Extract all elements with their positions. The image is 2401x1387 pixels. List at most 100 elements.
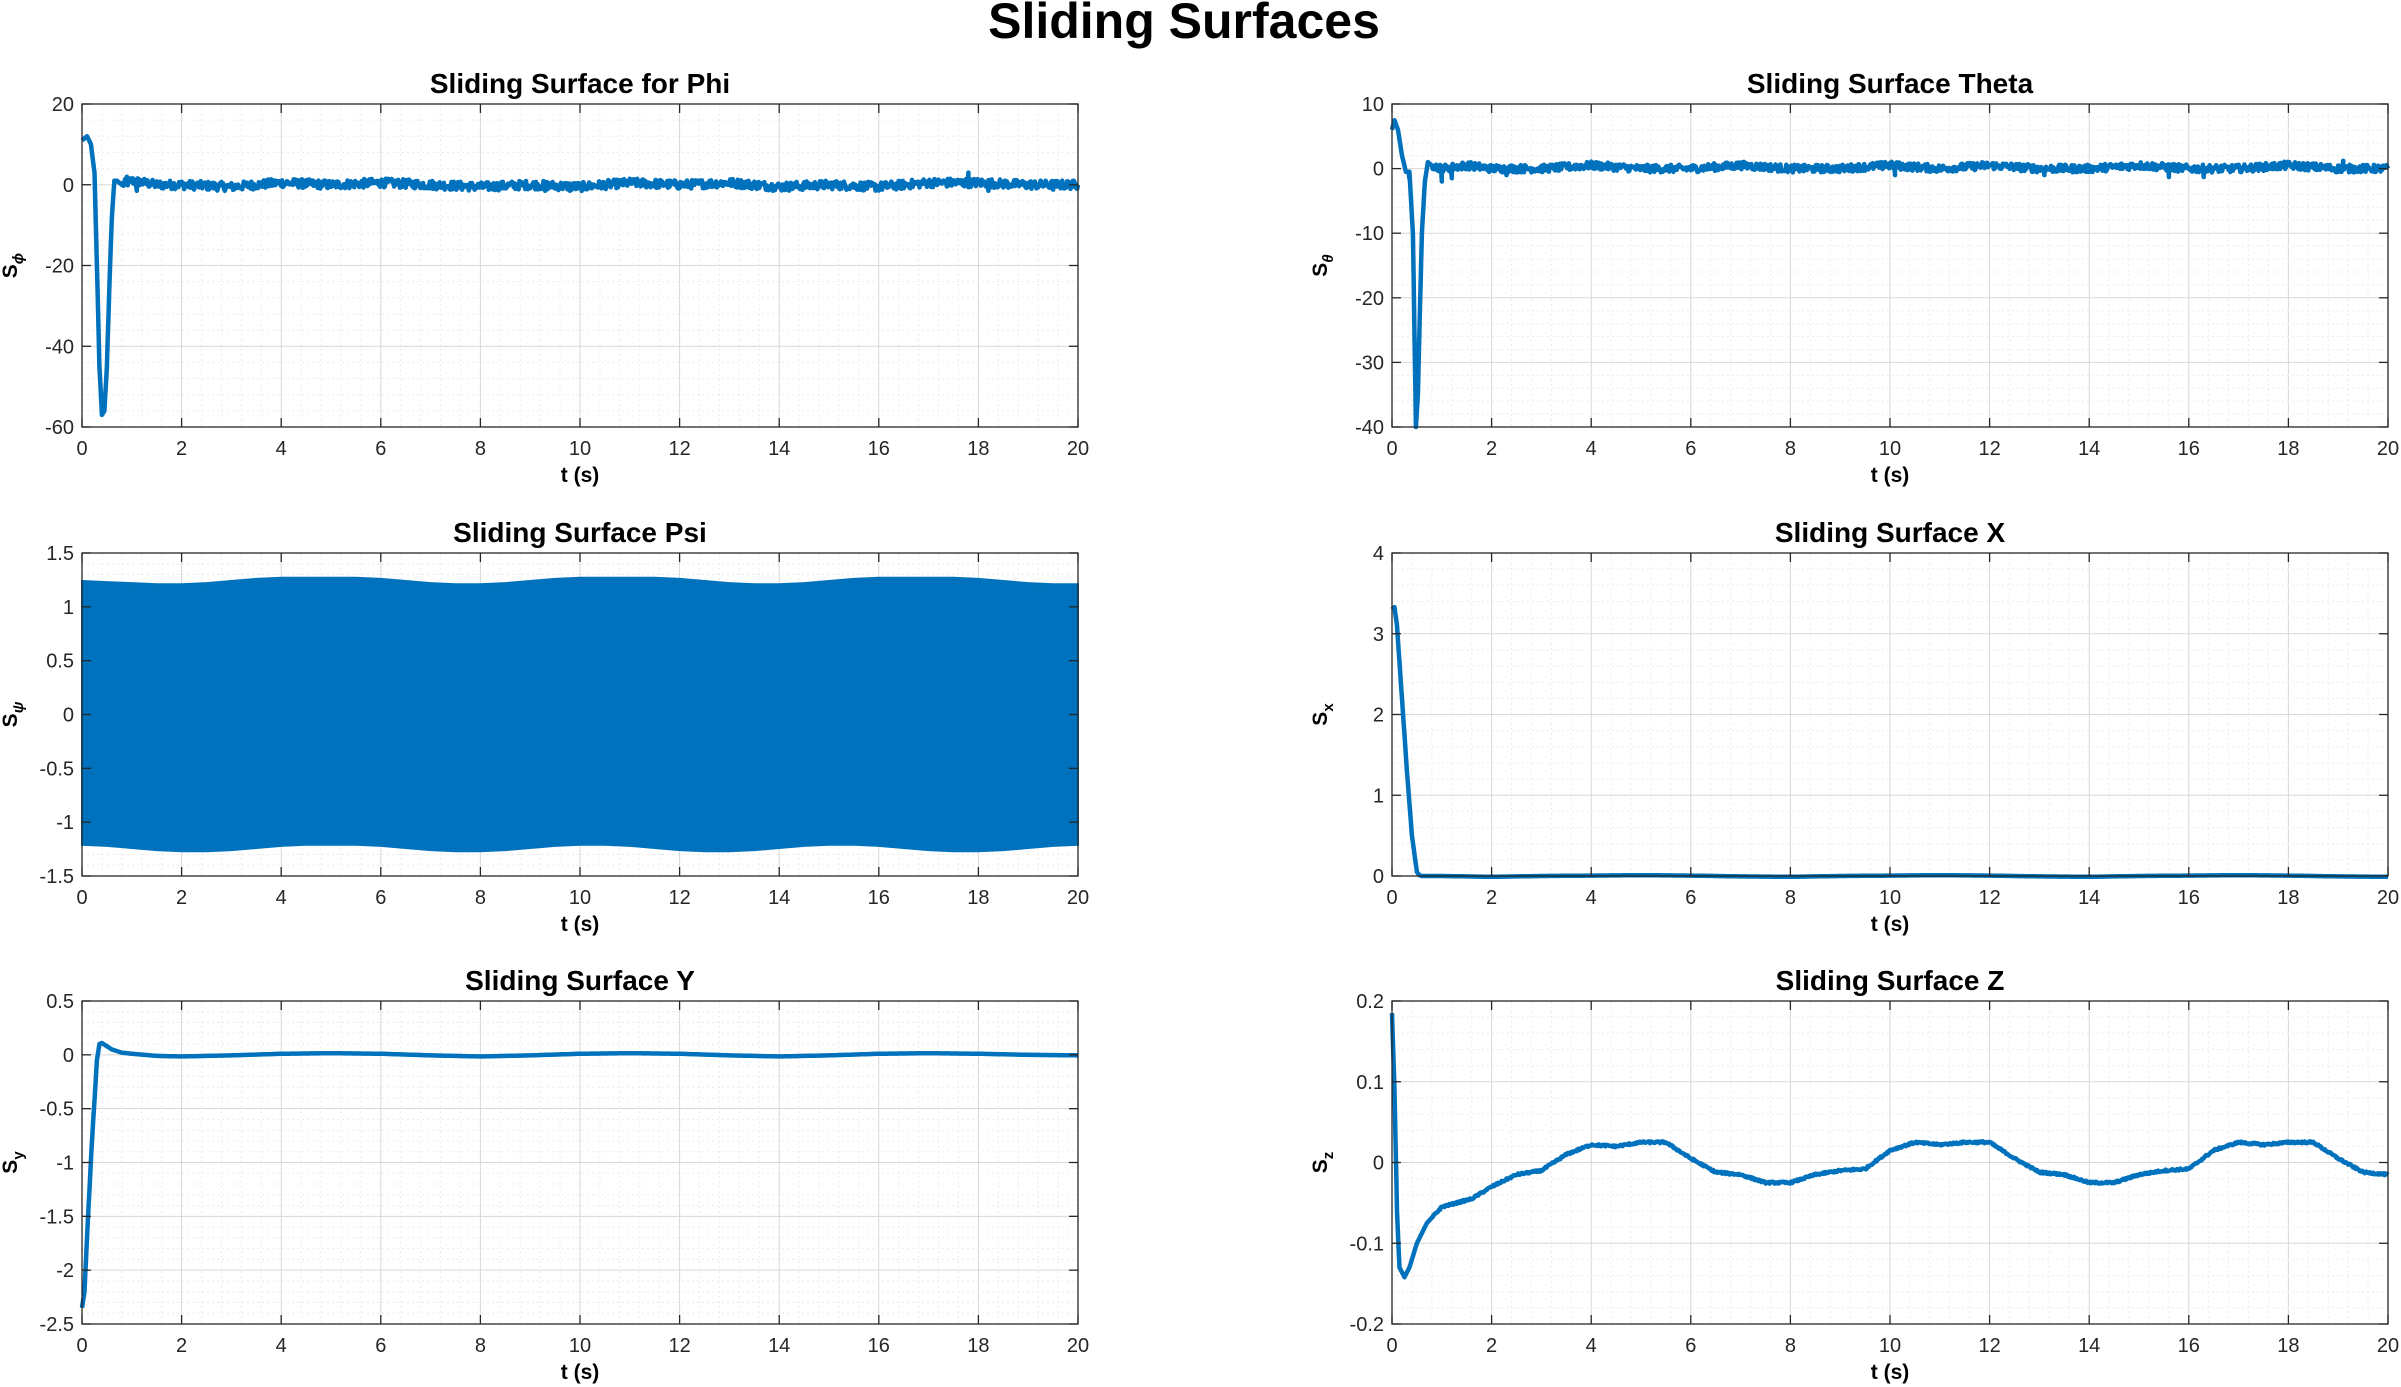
x-tick-label: 16 <box>868 1335 890 1357</box>
x-tick-label: 2 <box>1486 438 1497 460</box>
x-tick-label: 8 <box>475 438 486 460</box>
x-tick-label: 12 <box>668 1335 690 1357</box>
x-tick-label: 8 <box>1785 1335 1796 1357</box>
x-tick-label: 18 <box>2277 1335 2299 1357</box>
grid <box>1391 552 2389 877</box>
x-tick-label: 2 <box>176 438 187 460</box>
series-line <box>1389 117 2391 430</box>
y-tick-label: -1 <box>56 1153 74 1175</box>
subplot-title: Sliding Surface Psi <box>453 517 707 548</box>
x-tick-label: 12 <box>1978 887 2000 909</box>
x-axis-label: t (s) <box>561 1361 600 1384</box>
y-tick-label: -40 <box>45 336 74 358</box>
y-tick-label: 4 <box>1373 543 1384 565</box>
y-tick-label: 10 <box>1362 94 1384 116</box>
x-axis-label: t (s) <box>561 913 600 936</box>
x-tick-label: 6 <box>375 1335 386 1357</box>
x-tick-label: 0 <box>1386 1335 1397 1357</box>
y-axis-label: Sz <box>1309 1152 1337 1174</box>
x-tick-label: 14 <box>2078 887 2100 909</box>
y-tick-label: -20 <box>1355 288 1384 310</box>
y-tick-label: 3 <box>1373 624 1384 646</box>
y-tick-label: 0 <box>63 705 74 727</box>
x-tick-label: 10 <box>1879 438 1901 460</box>
x-tick-label: 20 <box>1067 1335 1089 1357</box>
y-axis-label: Sx <box>1309 703 1337 726</box>
x-tick-label: 20 <box>2377 438 2399 460</box>
x-tick-label: 8 <box>1785 438 1796 460</box>
x-tick-label: 4 <box>276 887 287 909</box>
x-tick-label: 4 <box>276 438 287 460</box>
x-tick-label: 14 <box>768 438 790 460</box>
y-tick-label: -60 <box>45 417 74 439</box>
x-tick-label: 20 <box>1067 887 1089 909</box>
subplot-title: Sliding Surface Z <box>1776 965 2005 996</box>
y-tick-label: 0.5 <box>46 651 74 673</box>
y-tick-label: -0.5 <box>40 758 74 780</box>
y-axis-label: Sy <box>0 1151 27 1174</box>
y-axis-label: Sψ <box>0 701 27 727</box>
subplot-5: 0 2 4 6 8 10 12 14 16 18 20 0.5 0 -0.5 -1 -1.5 -2 -2.5 Sli… <box>0 965 1089 1384</box>
y-tick-label: 0.2 <box>1356 991 1384 1013</box>
x-axis-label: t (s) <box>1871 1361 1910 1384</box>
y-tick-label: 0 <box>1373 866 1384 888</box>
x-tick-label: 2 <box>1486 1335 1497 1357</box>
x-tick-label: 4 <box>1586 887 1597 909</box>
y-tick-label: -1.5 <box>40 1206 74 1228</box>
x-tick-label: 18 <box>967 1335 989 1357</box>
x-tick-label: 12 <box>1978 1335 2000 1357</box>
x-tick-label: 20 <box>2377 887 2399 909</box>
grid <box>81 103 1079 428</box>
x-tick-label: 16 <box>2178 438 2200 460</box>
x-tick-label: 10 <box>569 1335 591 1357</box>
grid <box>81 1000 1079 1325</box>
x-tick-label: 0 <box>76 438 87 460</box>
x-tick-label: 10 <box>1879 887 1901 909</box>
y-tick-label: 1.5 <box>46 543 74 565</box>
x-tick-label: 20 <box>1067 438 1089 460</box>
y-tick-label: -10 <box>1355 223 1384 245</box>
x-tick-label: 0 <box>1386 887 1397 909</box>
x-tick-label: 6 <box>1685 887 1696 909</box>
x-tick-label: 14 <box>2078 438 2100 460</box>
x-tick-label: 6 <box>375 887 386 909</box>
y-tick-label: -2.5 <box>40 1314 74 1336</box>
subplot-title: Sliding Surface for Phi <box>430 68 730 99</box>
x-tick-label: 20 <box>2377 1335 2399 1357</box>
x-tick-label: 16 <box>2178 887 2200 909</box>
x-tick-label: 2 <box>176 1335 187 1357</box>
subplot-1: 0 2 4 6 8 10 12 14 16 18 20 20 0 -20 -40 -60 Sliding Sur… <box>0 68 1089 487</box>
subplot-title: Sliding Surface X <box>1775 517 2006 548</box>
x-tick-label: 18 <box>2277 887 2299 909</box>
x-axis-label: t (s) <box>1871 913 1910 936</box>
x-tick-label: 0 <box>76 887 87 909</box>
y-tick-label: -0.1 <box>1350 1233 1384 1255</box>
x-tick-label: 8 <box>475 1335 486 1357</box>
psi-band <box>81 576 1079 853</box>
y-axis-label: Sθ <box>1309 254 1337 277</box>
x-tick-label: 18 <box>967 887 989 909</box>
x-tick-label: 12 <box>668 438 690 460</box>
series-line <box>1389 1013 2390 1280</box>
y-tick-label: 0.1 <box>1356 1072 1384 1094</box>
x-tick-label: 14 <box>768 1335 790 1357</box>
figure-title: Sliding Surfaces <box>988 0 1380 49</box>
subplot-title: Sliding Surface Y <box>465 965 695 996</box>
y-tick-label: 1 <box>1373 785 1384 807</box>
y-tick-label: -0.5 <box>40 1099 74 1121</box>
x-tick-label: 12 <box>668 887 690 909</box>
y-tick-label: 1 <box>63 597 74 619</box>
x-tick-label: 8 <box>1785 887 1796 909</box>
series-line <box>79 1040 1080 1309</box>
x-tick-label: 4 <box>276 1335 287 1357</box>
x-tick-label: 0 <box>1386 438 1397 460</box>
y-tick-label: 2 <box>1373 705 1384 727</box>
x-tick-label: 10 <box>1879 1335 1901 1357</box>
x-tick-label: 12 <box>1978 438 2000 460</box>
x-tick-label: 16 <box>868 887 890 909</box>
subplot-title: Sliding Surface Theta <box>1747 68 2034 99</box>
subplot-3: 0 2 4 6 8 10 12 14 16 18 20 1.5 1 0.5 0 -0.5 -1 -1.5 Slidi… <box>0 517 1089 936</box>
y-tick-label: 0 <box>63 1045 74 1067</box>
x-tick-label: 2 <box>1486 887 1497 909</box>
